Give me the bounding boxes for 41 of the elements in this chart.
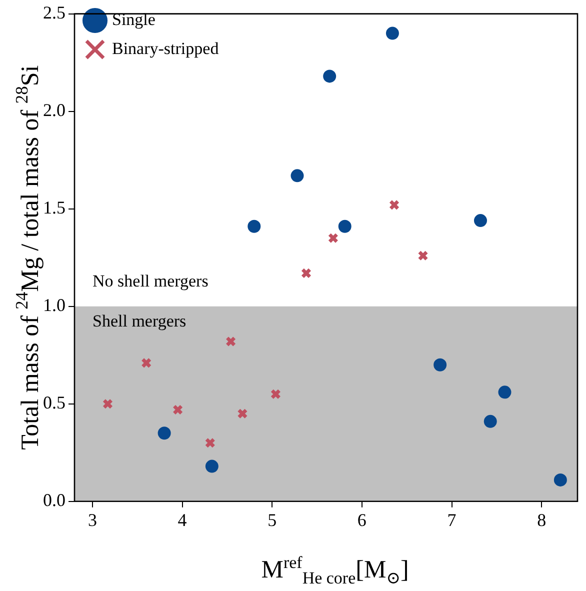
x-axis-title: M$^{ref}$$_{He core}$[M$_{⊙}$]: [260, 553, 410, 588]
x-tick-label: 6: [357, 510, 366, 530]
point: [205, 460, 218, 473]
point: [248, 220, 261, 233]
point: [158, 426, 171, 440]
x-tick-label: 8: [537, 510, 546, 530]
point: [418, 250, 428, 261]
point: [290, 169, 304, 182]
band-label: Shell mergers: [92, 311, 186, 330]
y-tick-label: 1.5: [43, 198, 66, 218]
x-tick-label: 4: [178, 510, 187, 530]
point: [328, 232, 338, 244]
point: [474, 214, 487, 228]
point: [204, 438, 216, 448]
point: [237, 408, 248, 419]
point: [141, 358, 152, 368]
x-tick-label: 5: [268, 510, 277, 530]
y-tick-label: 0.0: [43, 490, 66, 510]
legend-label: Binary-stripped: [112, 38, 220, 58]
point: [172, 404, 184, 416]
point: [338, 220, 352, 233]
y-tick-label: 2.0: [43, 100, 66, 120]
y-axis-title: Total mass of 24Mg / total mass of 28Si: [12, 65, 44, 450]
point: [386, 26, 399, 40]
legend-label: Single: [112, 10, 156, 29]
point: [270, 388, 281, 400]
point: [434, 358, 447, 372]
point: [323, 70, 336, 83]
x-tick-label: 7: [447, 510, 456, 530]
x-tick-label: 3: [88, 510, 97, 530]
point: [498, 386, 512, 399]
y-tick-label: 0.5: [43, 392, 66, 413]
point: [300, 268, 312, 278]
point: [554, 473, 567, 486]
point: [226, 336, 236, 347]
point: [484, 414, 497, 428]
point: [388, 200, 400, 210]
point: [102, 398, 114, 410]
y-tick-label: 1.0: [43, 295, 66, 316]
annotation: No shell mergers: [92, 271, 208, 290]
y-tick-label: 2.5: [43, 2, 66, 23]
